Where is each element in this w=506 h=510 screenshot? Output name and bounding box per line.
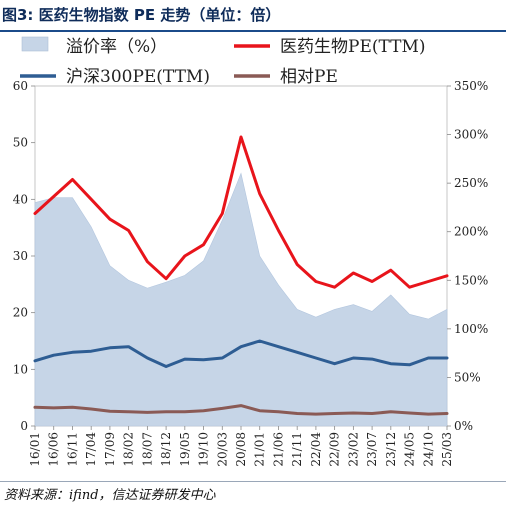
series-line-3	[33, 404, 449, 416]
left-tick-label: 60	[13, 79, 28, 93]
premium-area-layer	[34, 172, 448, 427]
axes: 0 10 20 30 40 50 60 0% 50% 100% 150% 200% 250% 300% 35…	[13, 79, 489, 467]
left-tick-label: 0	[20, 419, 28, 433]
x-tick-label: 16/01	[28, 432, 42, 467]
series-line-1	[33, 135, 449, 289]
title-rule	[0, 30, 506, 32]
x-tick-label: 18/07	[140, 432, 154, 467]
legend-label: 沪深300PE(TTM)	[66, 67, 210, 87]
x-tick-label: 20/03	[215, 432, 229, 467]
left-tick-label: 10	[13, 362, 28, 376]
legend: 溢价率（%） 医药生物PE(TTM) 沪深300PE(TTM) 相对PE	[20, 36, 426, 87]
x-tick-label: 17/09	[103, 432, 117, 467]
x-tick-label: 16/06	[47, 432, 61, 467]
chart: 0 10 20 30 40 50 60 0% 50% 100% 150% 200% 250% 300% 35…	[13, 36, 489, 467]
legend-label: 相对PE	[280, 67, 338, 87]
left-tick-label: 20	[13, 306, 28, 320]
series-lines-layer	[33, 135, 449, 416]
x-tick-label: 22/09	[328, 432, 342, 467]
x-tick-label: 16/11	[66, 432, 80, 467]
x-tick-label: 23/07	[365, 432, 379, 467]
legend-label: 医药生物PE(TTM)	[280, 37, 426, 57]
x-tick-label: 23/12	[384, 432, 398, 467]
x-tick-label: 25/03	[440, 432, 454, 467]
right-tick-label: 50%	[454, 370, 481, 384]
x-tick-label: 21/06	[272, 432, 286, 467]
figure-title: 图3: 医药生物指数 PE 走势（单位：倍）	[2, 6, 281, 24]
x-tick-label: 20/08	[234, 432, 248, 467]
series-line-2	[33, 339, 449, 368]
left-tick-label: 40	[13, 192, 28, 206]
right-tick-label: 0%	[454, 419, 473, 433]
legend-label: 溢价率（%）	[66, 37, 167, 57]
x-tick-label: 23/02	[346, 432, 360, 467]
right-tick-label: 350%	[454, 79, 488, 93]
left-tick-label: 50	[13, 136, 28, 150]
x-tick-label: 17/04	[84, 432, 98, 467]
left-tick-label: 30	[13, 249, 28, 263]
x-tick-label: 22/04	[309, 432, 323, 467]
right-tick-label: 250%	[454, 176, 488, 190]
x-tick-label: 19/10	[197, 432, 211, 467]
right-tick-label: 100%	[454, 322, 488, 336]
x-tick-label: 19/05	[178, 432, 192, 467]
x-tick-label: 24/05	[403, 432, 417, 467]
x-tick-label: 21/01	[253, 432, 267, 467]
x-tick-label: 18/02	[122, 432, 136, 467]
premium-rate-area	[34, 172, 448, 427]
right-tick-label: 300%	[454, 128, 488, 142]
right-tick-label: 200%	[454, 225, 488, 239]
x-tick-label: 18/12	[159, 432, 173, 467]
right-tick-label: 150%	[454, 273, 488, 287]
footer-rule	[0, 481, 506, 482]
source-note: 资料来源：ifind，信达证券研发中心	[4, 488, 216, 503]
x-tick-label: 21/11	[290, 432, 304, 467]
legend-swatch	[21, 36, 49, 52]
x-tick-label: 24/10	[421, 432, 435, 467]
